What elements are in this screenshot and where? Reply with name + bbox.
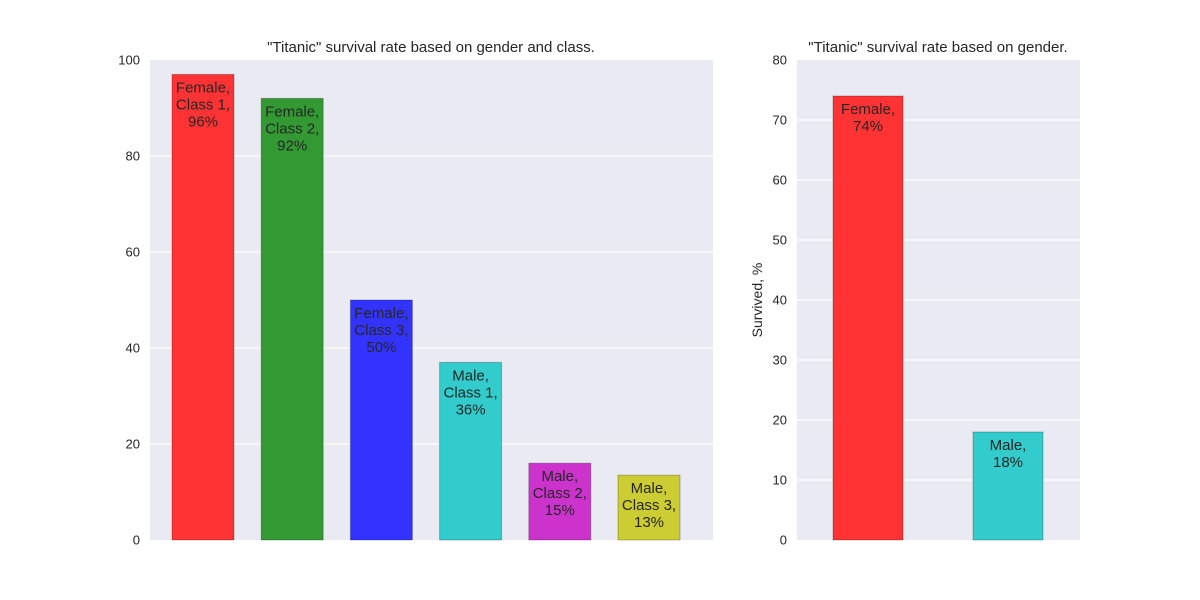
bar-data-label: Male, Class 2, 15% <box>533 468 587 519</box>
bar-data-label: Male, Class 1, 36% <box>444 367 498 418</box>
bar <box>439 361 503 541</box>
bar <box>832 95 904 541</box>
bar <box>349 299 413 541</box>
y-tick-label: 100 <box>118 53 140 68</box>
y-tick-label: 0 <box>133 533 140 548</box>
y-tick-label: 50 <box>773 233 787 248</box>
bar-data-label: Female, Class 3, 50% <box>354 305 408 356</box>
y-tick-label: 0 <box>780 533 787 548</box>
bar <box>171 73 235 541</box>
bar <box>528 462 592 541</box>
bar <box>972 431 1044 541</box>
chart-title-gender-class: "Titanic" survival rate based on gender … <box>267 39 595 56</box>
chart-gender: 0 10 20 30 40 50 60 70 80 Female, 74% Male, 18% "Ti… <box>749 39 1080 548</box>
bar-data-label: Female, 74% <box>841 101 895 135</box>
y-tick-labels-gender: 0 10 20 30 40 50 60 70 80 <box>773 53 787 548</box>
y-tick-label: 80 <box>126 149 140 164</box>
y-tick-label: 30 <box>773 353 787 368</box>
bar-labels-gender-class: Female, Class 1, 96% Female, Class 2, 92% Fema… <box>176 79 676 531</box>
chart-title-gender: "Titanic" survival rate based on gender. <box>808 39 1067 56</box>
plot-area-gender-class <box>150 60 713 540</box>
y-tick-label: 80 <box>773 53 787 68</box>
bar-data-label: Male, Class 3, 13% <box>622 480 676 531</box>
bars-gender-class <box>171 73 681 541</box>
bar-data-label: Female, Class 1, 96% <box>176 79 230 130</box>
bars-gender <box>832 95 1044 541</box>
y-tick-label: 60 <box>126 245 140 260</box>
y-tick-label: 20 <box>773 413 787 428</box>
y-tick-label: 40 <box>126 341 140 356</box>
y-axis-label-gender: Survived, % <box>749 263 765 338</box>
y-tick-label: 70 <box>773 113 787 128</box>
y-tick-label: 60 <box>773 173 787 188</box>
y-tick-label: 20 <box>126 437 140 452</box>
bar-labels-gender: Female, 74% Male, 18% <box>841 101 1026 471</box>
bar-data-label: Male, 18% <box>990 437 1027 471</box>
bar-data-label: Female, Class 2, 92% <box>265 103 319 154</box>
bar <box>260 97 324 541</box>
bar <box>617 474 681 541</box>
gridlines-gender-class <box>150 155 713 445</box>
y-tick-labels-gender-class: 0 20 40 60 80 100 <box>118 53 140 548</box>
y-tick-label: 40 <box>773 293 787 308</box>
y-tick-label: 10 <box>773 473 787 488</box>
